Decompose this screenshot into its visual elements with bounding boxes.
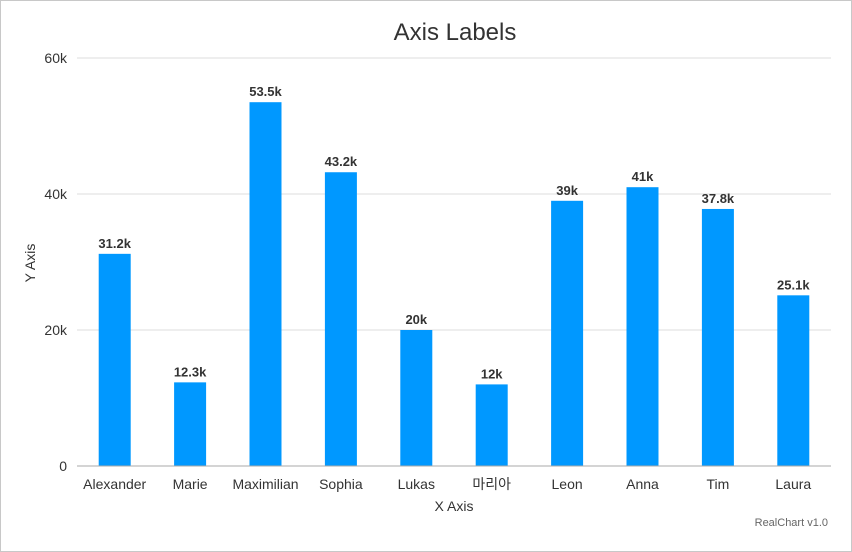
data-label: 39k: [556, 183, 578, 198]
bar: [324, 172, 357, 467]
x-tick-label: Leon: [552, 476, 583, 492]
data-label: 41k: [632, 169, 654, 184]
y-tick-label: 60k: [44, 50, 68, 66]
x-axis-title: X Axis: [435, 498, 474, 514]
bar: [626, 187, 659, 466]
bar: [777, 295, 810, 466]
x-tick-label: Maximilian: [232, 476, 298, 492]
bar: [98, 253, 131, 466]
data-label: 20k: [405, 312, 427, 327]
x-tick-label: Laura: [775, 476, 811, 492]
bars: 31.2k 12.3k 53.5k 43.2k 20k 12k 39k 41k 37.8k 25.…: [98, 84, 810, 467]
bar: [174, 382, 207, 466]
bar: [249, 102, 282, 466]
data-label: 37.8k: [702, 191, 735, 206]
x-tick-label: Tim: [706, 476, 729, 492]
x-tick-label: Lukas: [398, 476, 435, 492]
x-tick-label: Marie: [173, 476, 208, 492]
data-label: 12.3k: [174, 364, 207, 379]
data-label: 53.5k: [249, 84, 282, 99]
x-tick-label: 마리아: [472, 476, 511, 492]
data-label: 43.2k: [325, 154, 358, 169]
y-tick-label: 0: [59, 458, 67, 474]
x-tick-label: Anna: [626, 476, 659, 492]
data-label: 31.2k: [98, 236, 131, 251]
y-axis-title: Y Axis: [22, 244, 38, 283]
y-tick-label: 40k: [44, 186, 68, 202]
data-label: 12k: [481, 366, 503, 381]
chart-title: Axis Labels: [393, 19, 517, 46]
bar: [701, 208, 734, 466]
x-tick-label: Sophia: [319, 476, 363, 492]
bar: [475, 384, 508, 466]
bar: [551, 200, 584, 467]
axes: 0 20k 40k 60k Alexander Marie Maximilian Sophia…: [44, 50, 831, 492]
data-label: 25.1k: [777, 277, 810, 292]
credit-label: RealChart v1.0: [754, 517, 828, 529]
x-tick-label: Alexander: [83, 476, 146, 492]
bar: [400, 330, 433, 466]
y-tick-label: 20k: [44, 322, 68, 338]
